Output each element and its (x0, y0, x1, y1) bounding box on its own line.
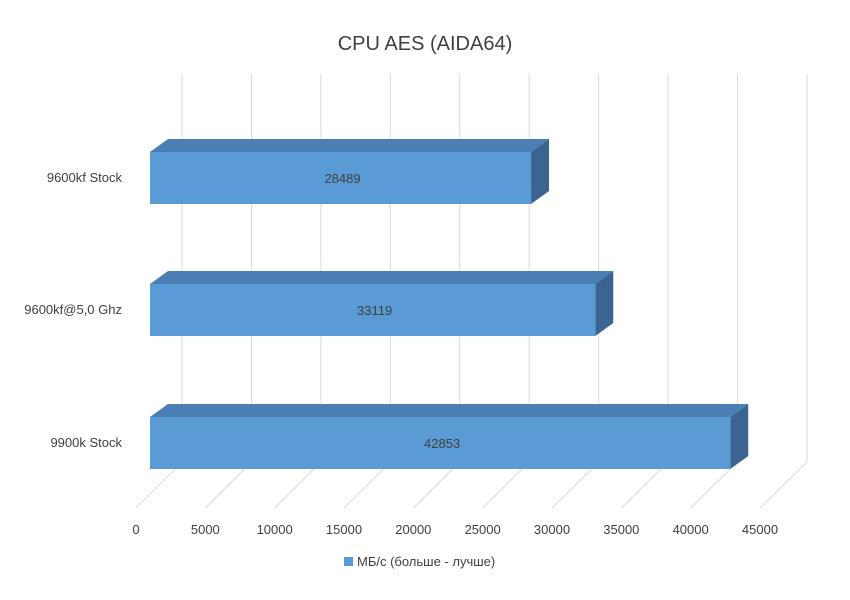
x-tick-label: 5000 (191, 522, 220, 537)
category-label: 9900k Stock (50, 435, 122, 450)
x-tick-label: 30000 (534, 522, 570, 537)
x-tick-label: 35000 (603, 522, 639, 537)
legend-label: МБ/с (больше - лучше) (357, 554, 495, 569)
x-tick-label: 0 (132, 522, 139, 537)
bar-side-face (531, 139, 550, 204)
category-label: 9600kf Stock (47, 170, 123, 185)
data-label: 33119 (357, 303, 392, 318)
bar-side-face (730, 404, 749, 469)
category-labels: 9600kf Stock 9600kf@5,0 Ghz 9900k Stock (24, 170, 122, 450)
legend: МБ/с (больше - лучше) (344, 554, 495, 569)
floor-gridline (482, 461, 530, 509)
x-axis-tick-labels: 0 5000 10000 15000 20000 25000 30000 35000 40000… (132, 522, 778, 537)
floor-gridline (274, 461, 322, 509)
x-tick-label: 15000 (326, 522, 362, 537)
gridlines (135, 74, 808, 509)
floor-gridline (759, 461, 808, 509)
floor-gridline (690, 461, 738, 509)
bars-group: 28489 33119 42853 (150, 139, 749, 469)
data-label: 42853 (424, 436, 460, 451)
floor-gridline (551, 461, 600, 509)
x-tick-label: 20000 (395, 522, 431, 537)
floor-gridline (412, 461, 461, 509)
bar: 28489 (150, 139, 550, 204)
bar-front-face (150, 284, 596, 336)
chart-title: CPU AES (AIDA64) (338, 33, 513, 55)
floor-gridline (135, 461, 183, 509)
floor-gridline (343, 461, 391, 509)
bar-front-face (150, 417, 731, 469)
bar: 33119 (150, 271, 614, 336)
x-tick-label: 45000 (742, 522, 778, 537)
x-tick-label: 40000 (673, 522, 709, 537)
bar-top-face (150, 271, 614, 284)
x-tick-label: 25000 (465, 522, 501, 537)
floor-gridline (620, 461, 669, 509)
category-label: 9600kf@5,0 Ghz (24, 302, 122, 317)
data-label: 28489 (324, 171, 360, 186)
x-tick-label: 10000 (257, 522, 293, 537)
bar-top-face (150, 139, 550, 152)
bar: 42853 (150, 404, 749, 469)
floor-gridline (204, 461, 252, 509)
bar-side-face (595, 271, 614, 336)
legend-swatch (344, 557, 353, 566)
bar-front-face (150, 152, 532, 204)
bar-top-face (150, 404, 749, 417)
